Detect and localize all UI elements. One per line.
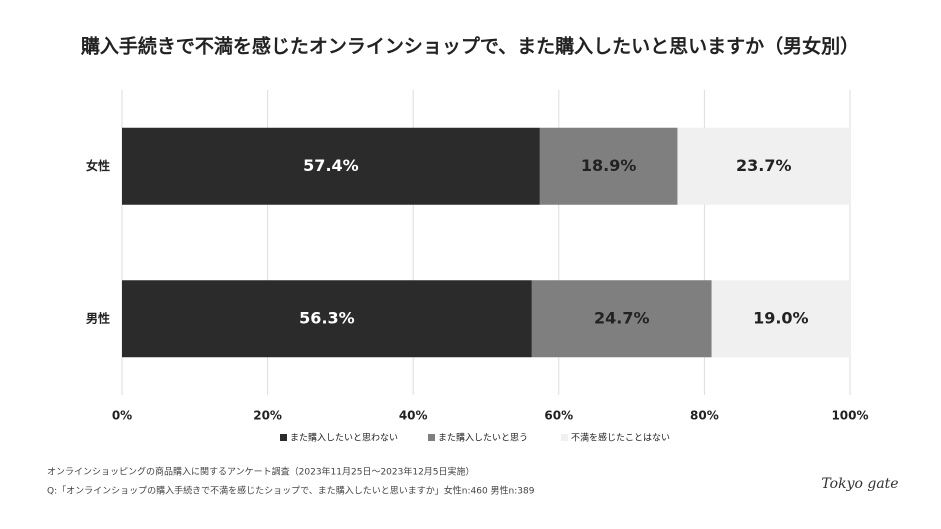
legend-swatch [280, 434, 287, 441]
bar-segment [711, 280, 850, 358]
bar-segment [531, 280, 712, 358]
bar-segment [122, 127, 540, 205]
y-tick-label: 女性 [86, 158, 110, 173]
legend-swatch [561, 434, 568, 441]
x-tick-label: 40% [399, 409, 428, 423]
value-label: 57.4% [303, 156, 359, 175]
note: Q:「オンラインショップの購入手続きで不満を感じたショップで、また購入したいと思… [47, 485, 535, 497]
x-tick-label: 60% [544, 409, 573, 423]
bar-segment [539, 127, 678, 205]
x-tick-label: 20% [253, 409, 282, 423]
chart-title: 購入手続きで不満を感じたオンラインショップで、また購入したいと思いますか（男女別… [81, 35, 859, 58]
legend-label: 不満を感じたことはない [571, 432, 670, 444]
legend-label: また購入したいと思う [438, 432, 528, 444]
x-tick-label: 0% [112, 409, 132, 423]
value-label: 18.9% [581, 156, 637, 175]
legend-swatch [428, 434, 435, 441]
x-tick-label: 100% [831, 409, 868, 423]
value-label: 23.7% [736, 156, 792, 175]
logo: Tokyo gate [821, 476, 898, 492]
legend-label: また購入したいと思わない [290, 432, 398, 444]
value-label: 24.7% [594, 308, 650, 327]
value-label: 56.3% [299, 308, 355, 327]
note: オンラインショッピングの商品購入に関するアンケート調査（2023年11月25日〜… [47, 466, 475, 478]
x-tick-label: 80% [690, 409, 719, 423]
value-label: 19.0% [753, 308, 809, 327]
bar-segment [122, 280, 532, 358]
bar-segment [677, 127, 850, 205]
y-tick-label: 男性 [86, 310, 110, 325]
